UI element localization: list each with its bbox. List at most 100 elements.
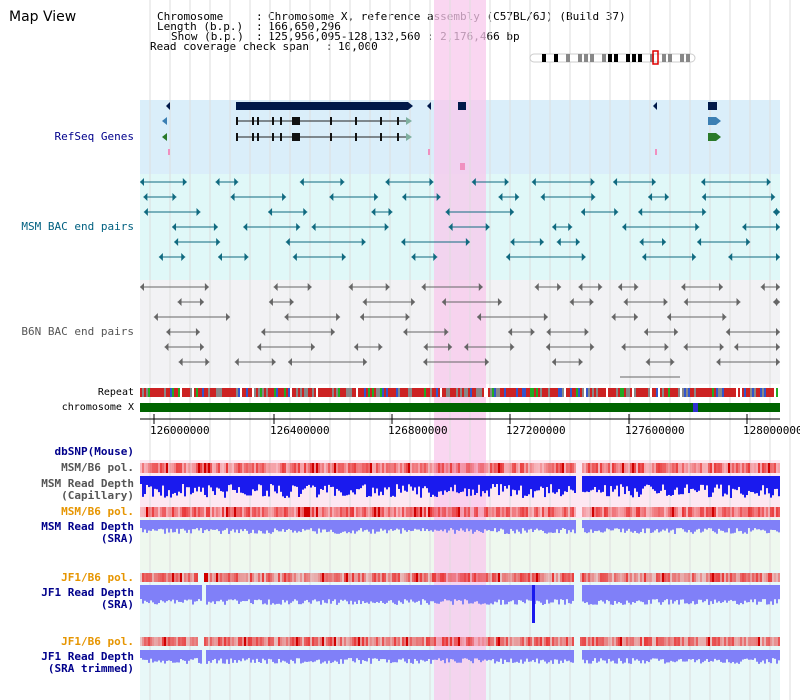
msm-polymorphism [356,463,358,473]
msm-polymorphism [144,463,146,473]
jf1-trim-polymorphism [616,637,618,646]
jf1-polymorphism [254,573,256,582]
jf1-polymorphism [668,573,670,582]
jf1-trim-polymorphism [598,637,600,646]
track-label-msm-depth-sra-sub: (SRA) [100,532,134,545]
repeat-element [282,388,284,397]
msm-capillary-depth-bar [504,476,506,486]
msm-capillary-depth-bar [528,476,530,495]
msm-polymorphism [688,463,690,473]
track-label-msm-depth-capillary[interactable]: MSM Read Depth [41,477,134,490]
jf1-sra-depth-bar [300,585,302,605]
track-label-msm-b6-pol-capillary[interactable]: MSM/B6 pol. [61,461,134,474]
msm-polymorphism [422,463,424,473]
jf1-polymorphism [684,573,686,582]
jf1-polymorphism [562,573,564,582]
repeat-element [726,388,728,397]
jf1-trim-polymorphism [424,637,426,646]
msm-polymorphism [314,463,316,473]
track-label-jf1-b6-pol-trimmed[interactable]: JF1/B6 pol. [61,635,134,648]
jf1-trim-depth-bar [488,650,490,660]
msm-polymorphism [608,463,610,473]
track-label-b6n-bac[interactable]: B6N BAC end pairs [21,325,134,338]
jf1-polymorphism [446,573,448,582]
msm-sra-depth-bar [198,520,200,531]
msm-polymorphism [284,463,286,473]
jf1-sra-depth-bar [756,585,758,605]
track-label-repeat[interactable]: Repeat [97,387,134,398]
track-label-msm-depth-sra[interactable]: MSM Read Depth [41,520,134,533]
jf1-sra-depth-bar [242,585,244,601]
msm-polymorphism [464,463,466,473]
track-label-jf1-depth-trimmed[interactable]: JF1 Read Depth [41,650,134,663]
jf1-sra-depth-bar [398,585,400,601]
msm-sra-depth-bar [604,520,606,532]
jf1-sra-depth-bar [776,585,778,604]
msm-bac-pair-end [436,193,441,201]
jf1-polymorphism [634,573,636,582]
jf1-polymorphism [660,573,662,582]
jf1-polymorphism [470,573,472,582]
jf1-trim-polymorphism [364,637,366,646]
msm-sra-depth-bar [542,520,544,531]
repeat-element [302,388,304,397]
msm-sra-depth-bar [632,520,634,533]
jf1-trim-polymorphism [148,637,150,646]
jf1-sra-depth-bar [778,585,780,600]
track-label-dbsnp[interactable]: dbSNP(Mouse) [54,445,134,458]
msm-sra-polymorphism [732,507,734,517]
msm-sra-depth-bar [216,520,218,530]
b6n-bac-pair-end [530,328,535,336]
repeat-element [458,388,460,397]
msm-polymorphism [162,463,164,473]
jf1-trim-depth-bar [192,650,194,660]
msm-sra-polymorphism [748,507,750,517]
msm-sra-depth-bar [708,520,710,529]
repeat-element [406,388,408,397]
track-label-refseq-genes[interactable]: RefSeq Genes [54,130,134,143]
track-label-jf1-b6-pol-sra[interactable]: JF1/B6 pol. [61,571,134,584]
jf1-sra-depth-bar [592,585,594,605]
b6n-bac-pair-end [140,283,145,291]
msm-polymorphism [150,463,152,473]
msm-sra-polymorphism [520,507,522,517]
jf1-trim-polymorphism [650,637,652,646]
repeat-element [176,388,178,397]
track-label-chromosome[interactable]: chromosome X [61,402,134,413]
jf1-trim-polymorphism [340,637,342,646]
jf1-polymorphism [504,573,506,582]
msm-sra-polymorphism [312,507,314,517]
repeat-element [196,388,198,397]
repeat-element [746,388,748,397]
msm-sra-depth-bar [498,520,500,532]
repeat-element [160,388,162,397]
jf1-sra-depth-bar [372,585,374,603]
jf1-trim-polymorphism [676,637,678,646]
msm-sra-depth-bar [386,520,388,534]
track-label-jf1-depth-sra[interactable]: JF1 Read Depth [41,586,134,599]
msm-sra-polymorphism [574,507,576,517]
jf1-trim-depth-bar [368,650,370,659]
track-label-msm-b6-pol-sra[interactable]: MSM/B6 pol. [61,505,134,518]
msm-sra-depth-bar [624,520,626,533]
msm-polymorphism [220,463,222,473]
msm-sra-depth-bar [200,520,202,529]
jf1-polymorphism [386,573,388,582]
msm-capillary-depth-bar [220,476,222,492]
jf1-sra-depth-bar [476,585,478,602]
jf1-sra-depth-bar [554,585,556,600]
msm-polymorphism [218,463,220,473]
msm-sra-polymorphism [696,507,698,517]
b6n-bac-pair-end [205,358,210,366]
jf1-polymorphism [648,573,650,582]
msm-capillary-depth-bar [622,476,624,487]
jf1-trim-polymorphism [734,637,736,646]
msm-capillary-depth-bar [338,476,340,491]
msm-sra-polymorphism [646,507,648,517]
msm-bac-pair-end [622,223,627,231]
jf1-trim-polymorphism [560,637,562,646]
track-label-msm-bac[interactable]: MSM BAC end pairs [21,220,134,233]
msm-sra-depth-bar [516,520,518,530]
jf1-trim-polymorphism [586,637,588,646]
